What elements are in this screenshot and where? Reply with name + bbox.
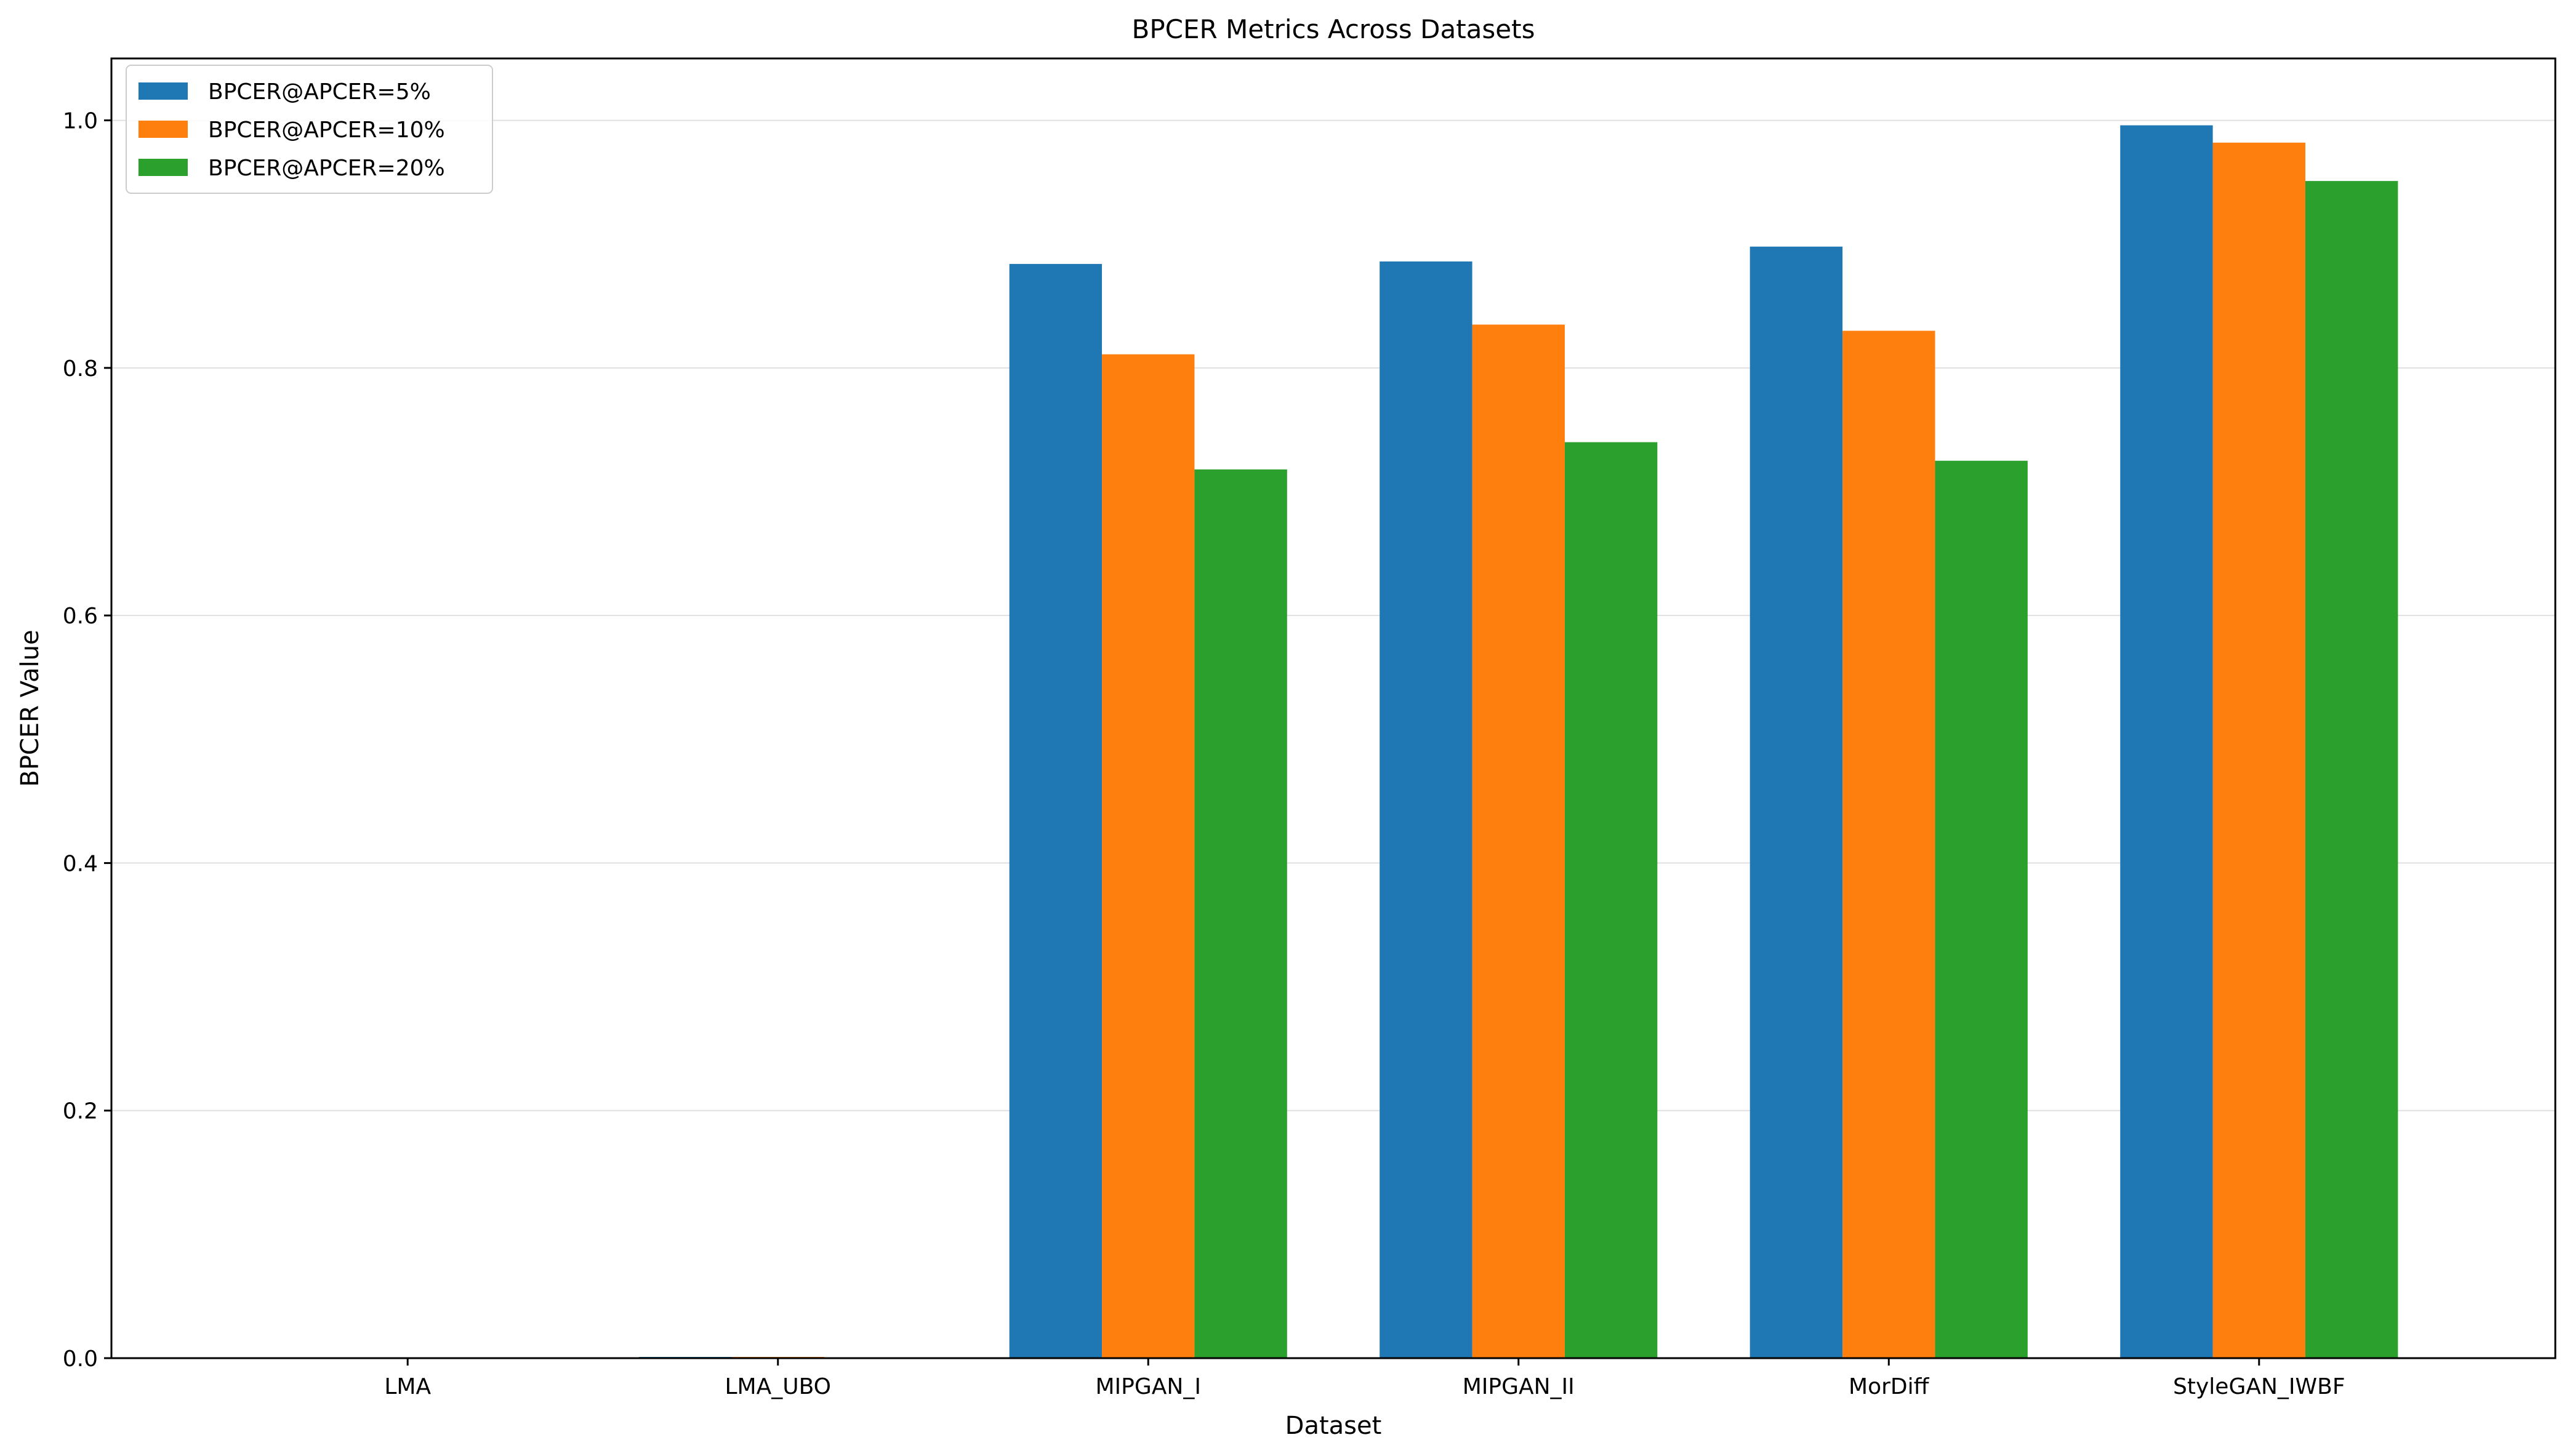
bar [2305,181,2398,1358]
bar [2120,125,2213,1358]
y-tick-label: 0.0 [63,1346,98,1372]
bar [1935,460,2028,1358]
plot-frame [110,57,2557,1359]
y-tick-label: 0.8 [63,356,98,382]
y-tick-label: 0.2 [63,1099,98,1124]
x-axis-label: Dataset [1285,1412,1382,1440]
x-tick-label: MIPGAN_II [1463,1374,1575,1399]
x-tick-label: MIPGAN_I [1096,1374,1201,1399]
legend-label: BPCER@APCER=10% [208,118,445,143]
bar [1472,324,1565,1358]
bar [1380,261,1472,1359]
bar [1564,442,1658,1358]
x-axis: LMA LMA_UBO MIPGAN_I MIPGAN_II MorDiff StyleG… [384,1358,2345,1399]
bar [1194,469,1287,1358]
bar [1842,330,1935,1358]
bar [2212,142,2305,1359]
y-axis: 0.0 0.2 0.4 0.6 0.8 1.0 [63,109,111,1372]
x-tick-label: StyleGAN_IWBF [2173,1374,2345,1399]
legend-swatch [139,121,188,138]
legend-swatch [139,159,188,176]
legend-label: BPCER@APCER=5% [208,79,431,105]
legend-swatch [139,82,188,100]
y-tick-label: 0.6 [63,604,98,629]
y-tick-label: 0.4 [63,851,98,876]
y-axis-label: BPCER Value [16,630,44,786]
bar [1749,246,1843,1358]
x-tick-label: LMA_UBO [725,1374,831,1399]
x-tick-label: LMA [384,1374,431,1399]
y-tick-label: 1.0 [63,109,98,134]
x-tick-label: MorDiff [1849,1374,1930,1399]
legend: BPCER@APCER=5% BPCER@APCER=10% BPCER@APCER… [126,65,493,194]
legend-label: BPCER@APCER=20% [208,156,445,181]
bars [639,125,2398,1359]
legend-box [126,65,493,194]
chart-title: BPCER Metrics Across Datasets [1132,14,1535,44]
bar [1102,354,1195,1358]
bar [1009,263,1103,1358]
